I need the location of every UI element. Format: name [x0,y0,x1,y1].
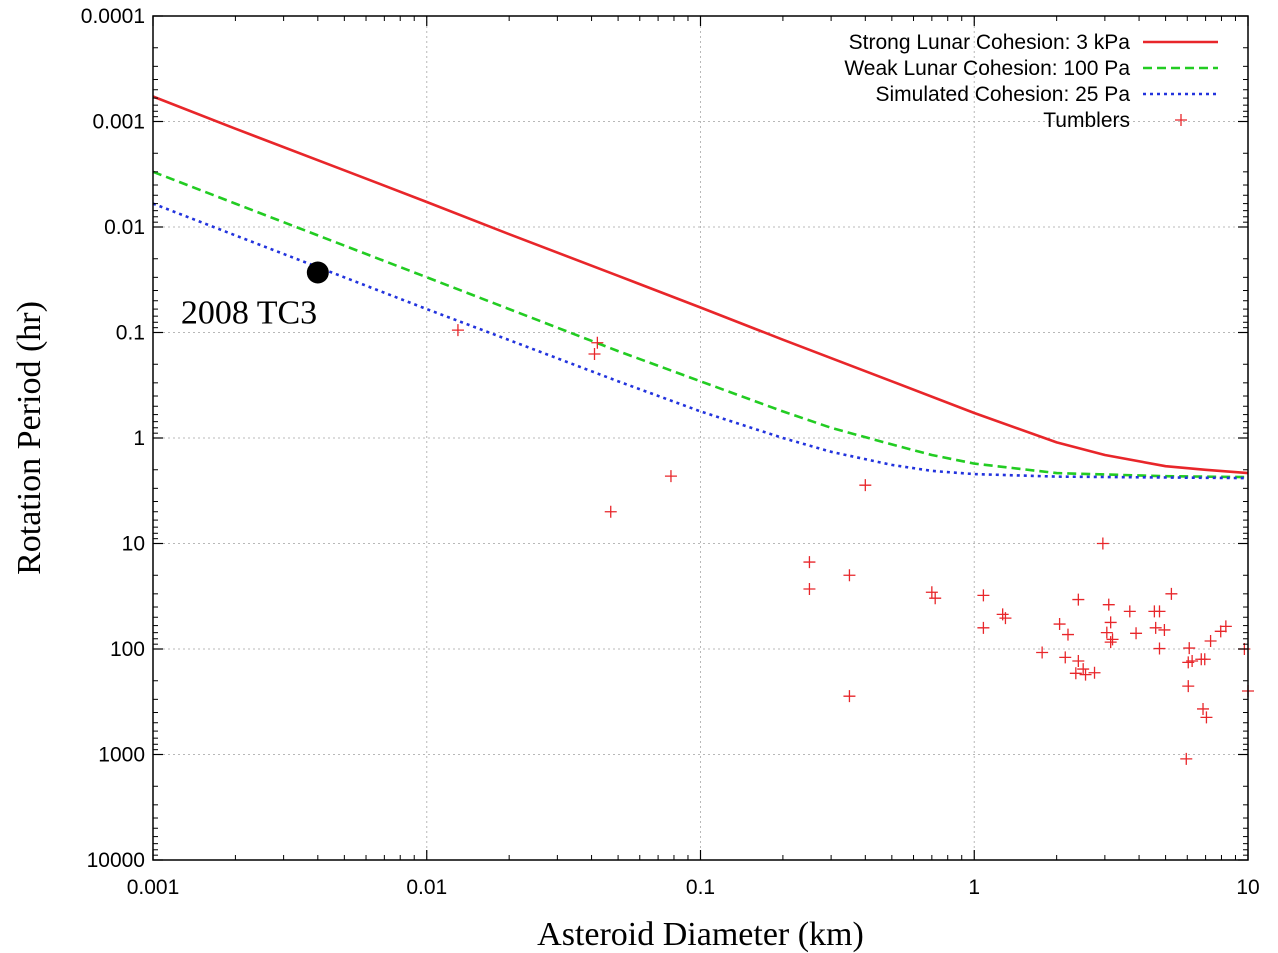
tick-labels: 0.001 0.01 0.1 1 10 0.0001 0.001 0.01 0.1 1 10 100 1… [81,5,1260,899]
y-tick-label: 1 [133,427,145,450]
tumbler-point [1036,646,1049,659]
x-tick-label: 1 [968,876,980,899]
tumbler-point [591,336,604,349]
tumbler-point [803,556,816,569]
tumbler-point [1079,668,1092,681]
tumbler-point [859,479,872,492]
tumbler-point [1183,642,1196,655]
tumbler-point [1102,598,1115,611]
series-layer [152,95,1254,765]
series-line-simulated-cohesion-25-pa [152,202,1249,480]
tumbler-point [1059,651,1072,664]
tumbler-point [1072,593,1085,606]
tumbler-point [588,348,601,361]
annotation-marker [306,261,329,284]
legend-label: Tumblers [1043,109,1130,132]
tumbler-point [1149,621,1162,634]
y-tick-label: 0.1 [116,322,145,345]
tumbler-point [929,592,942,605]
tumbler-point [1069,667,1082,680]
legend-label: Strong Lunar Cohesion: 3 kPa [849,31,1131,54]
x-axis-title: Asteroid Diameter (km) [537,916,864,953]
tumbler-point [1180,752,1193,765]
tumbler-point [1198,653,1211,666]
ticks [152,15,1249,861]
tumbler-point [1104,616,1117,629]
tumbler-point [1219,620,1232,633]
y-tick-label: 10000 [87,849,145,872]
tumbler-point [803,583,816,596]
tumbler-point [1158,623,1171,636]
x-tick-label: 10 [1236,876,1259,899]
legend-label: Simulated Cohesion: 25 Pa [876,83,1131,106]
tumbler-point [977,589,990,602]
y-tick-label: 10 [122,533,145,556]
tumbler-point [451,324,464,337]
tumbler-point [1072,655,1085,668]
tumbler-point [843,690,856,703]
tumbler-point [1153,642,1166,655]
y-axis-title: Rotation Period (hr) [11,301,48,575]
legend-swatch-points [1175,114,1187,126]
y-tick-label: 100 [110,638,145,661]
tumbler-point [1088,666,1101,679]
y-tick-label: 0.0001 [81,5,145,28]
tumbler-point [1077,663,1090,676]
tumbler-point [1104,636,1117,649]
x-tick-label: 0.01 [406,876,447,899]
x-tick-label: 0.1 [686,876,715,899]
tumbler-point [843,569,856,582]
legend: Strong Lunar Cohesion: 3 kPa Weak Lunar C… [844,31,1218,132]
tumbler-point [1130,627,1143,640]
tumbler-point [1186,655,1199,668]
x-tick-label: 0.001 [127,876,180,899]
series-line-weak-lunar-cohesion-100-pa [152,170,1249,479]
series-line-strong-lunar-cohesion-3-kpa [152,95,1249,475]
tumbler-point [604,505,617,518]
annotation-layer: 2008 TC3 [181,261,329,332]
tumbler-point [925,586,938,599]
tumbler-point [1100,626,1113,639]
tumbler-point [1200,711,1213,724]
tumbler-point [1182,680,1195,693]
tumbler-point [1197,702,1210,715]
tumbler-point [1053,618,1066,631]
tumbler-point [1106,633,1119,646]
tumbler-point [1214,625,1227,638]
y-tick-label: 0.01 [104,216,145,239]
legend-label: Weak Lunar Cohesion: 100 Pa [844,57,1130,80]
tumbler-point [1123,605,1136,618]
y-tick-label: 0.001 [92,111,145,134]
tumbler-point [977,621,990,634]
grid [153,16,1248,860]
tumbler-point [1165,587,1178,600]
tumbler-point [1061,628,1074,641]
y-tick-label: 1000 [98,744,145,767]
tumbler-point [1153,605,1166,618]
tumbler-point [999,612,1012,625]
tumbler-point [1096,537,1109,550]
annotation-label: 2008 TC3 [181,295,317,332]
tumbler-point [1204,635,1217,648]
tumbler-point [664,470,677,483]
